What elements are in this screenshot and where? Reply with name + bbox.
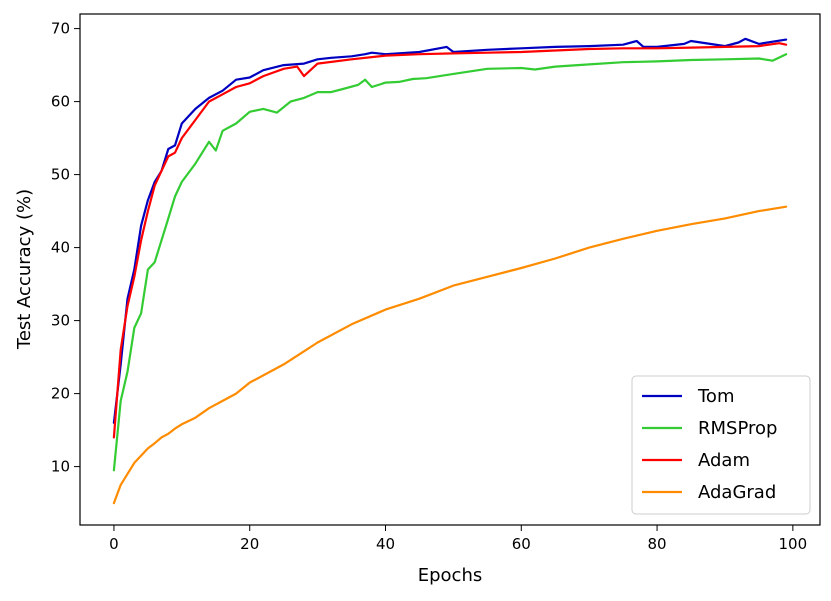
y-tick-label: 40: [51, 239, 70, 257]
y-tick-label: 70: [51, 20, 70, 38]
series-line-rmsprop: [112, 53, 788, 472]
series-line-adagrad: [112, 205, 788, 505]
y-tick-label: 60: [51, 93, 70, 111]
x-tick-label: 20: [240, 535, 259, 553]
series-layer: [112, 37, 788, 505]
x-tick-label: 80: [648, 535, 667, 553]
y-tick-label: 30: [51, 312, 70, 330]
legend-box: [631, 375, 811, 515]
legend-label: AdaGrad: [698, 482, 776, 503]
y-tick-label: 50: [51, 166, 70, 184]
y-tick-label: 20: [51, 385, 70, 403]
x-axis-title: Epochs: [418, 565, 483, 586]
legend-label: RMSProp: [698, 418, 777, 439]
x-tick-label: 60: [512, 535, 531, 553]
x-tick-label: 0: [109, 535, 119, 553]
legend: Tom RMSProp Adam AdaGrad: [631, 375, 811, 515]
x-tick-label: 100: [779, 535, 808, 553]
legend-label: Tom: [697, 386, 734, 407]
y-axis: 10 20 30 40 50 60 70: [51, 20, 80, 476]
x-tick-label: 40: [376, 535, 395, 553]
y-tick-label: 10: [51, 458, 70, 476]
legend-label: Adam: [698, 450, 750, 471]
series-line-adam: [112, 42, 788, 439]
y-axis-title: Test Accuracy (%): [14, 189, 35, 350]
plot-frame: [79, 13, 821, 526]
x-axis: 0 20 40 60 80 100: [109, 525, 807, 553]
